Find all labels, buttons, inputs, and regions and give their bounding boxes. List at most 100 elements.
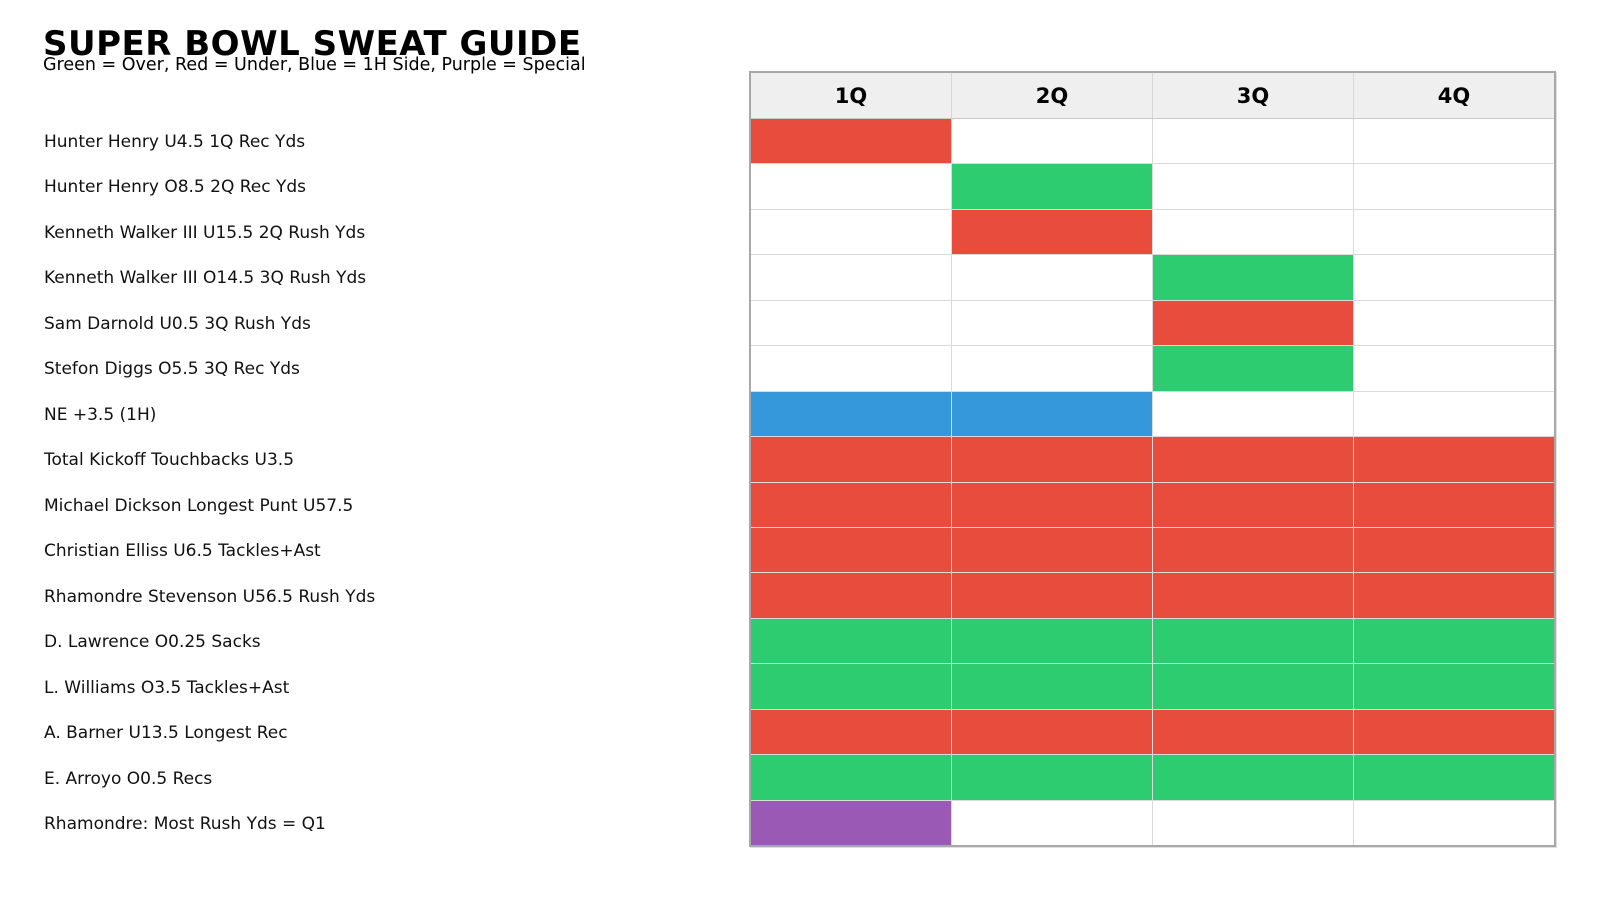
grid-cell-red [1354, 709, 1554, 755]
grid-cell-none [751, 164, 952, 209]
grid-cell-green [952, 755, 1153, 800]
grid-cell-green [1354, 664, 1554, 709]
row-label: Total Kickoff Touchbacks U3.5 [44, 450, 295, 471]
grid-cell-none [1153, 391, 1354, 437]
grid-cell-green [1153, 255, 1354, 300]
grid-row [751, 209, 1554, 256]
row-label: Kenneth Walker III O14.5 3Q Rush Yds [44, 268, 367, 289]
grid-row [751, 618, 1554, 665]
grid-cell-none [1153, 209, 1354, 255]
grid-cell-red [1354, 437, 1554, 482]
row-label: Michael Dickson Longest Punt U57.5 [44, 495, 354, 516]
column-header-2q: 2Q [952, 73, 1153, 118]
grid-row [751, 573, 1554, 619]
grid-cell-green [1354, 618, 1554, 664]
grid-cell-red [751, 119, 952, 164]
row-label: A. Barner U13.5 Longest Rec [44, 723, 288, 744]
row-label: NE +3.5 (1H) [44, 404, 157, 425]
grid-cell-red [952, 709, 1153, 755]
grid-cell-none [1354, 300, 1554, 346]
grid-cell-green [952, 164, 1153, 209]
grid-cell-none [952, 346, 1153, 391]
quarters-grid: 1Q 2Q 3Q 4Q [749, 71, 1556, 847]
grid-cell-none [751, 209, 952, 255]
grid-cell-none [1153, 164, 1354, 209]
grid-cell-none [952, 800, 1153, 845]
grid-cell-red [952, 527, 1153, 573]
grid-cell-green [952, 664, 1153, 709]
grid-row [751, 300, 1554, 347]
grid-header-row: 1Q 2Q 3Q 4Q [751, 73, 1554, 119]
grid-cell-none [1354, 209, 1554, 255]
grid-cell-red [952, 482, 1153, 527]
grid-cell-red [1153, 573, 1354, 618]
grid-cell-none [1354, 119, 1554, 164]
row-label: Sam Darnold U0.5 3Q Rush Yds [44, 313, 311, 334]
grid-cell-green [751, 618, 952, 664]
grid-cell-blue [952, 391, 1153, 437]
grid-row [751, 664, 1554, 710]
grid-cell-none [751, 300, 952, 346]
grid-cell-none [751, 255, 952, 300]
grid-cell-red [1354, 573, 1554, 618]
grid-cell-none [1153, 800, 1354, 845]
grid-cell-blue [751, 391, 952, 437]
column-header-4q: 4Q [1437, 83, 1471, 108]
grid-row [751, 255, 1554, 301]
row-label: Rhamondre: Most Rush Yds = Q1 [44, 814, 326, 835]
grid-row [751, 391, 1554, 438]
legend-subtitle: Green = Over, Red = Under, Blue = 1H Sid… [43, 55, 586, 75]
grid-cell-none [1354, 346, 1554, 391]
grid-row [751, 527, 1554, 574]
grid-cell-green [1153, 755, 1354, 800]
grid-body [751, 119, 1554, 845]
row-label: L. Williams O3.5 Tackles+Ast [44, 677, 290, 698]
grid-cell-red [952, 437, 1153, 482]
grid-cell-red [751, 573, 952, 618]
grid-cell-green [751, 755, 952, 800]
grid-cell-red [1354, 527, 1554, 573]
page-title: SUPER BOWL SWEAT GUIDE [43, 24, 582, 64]
grid-cell-none [751, 346, 952, 391]
row-label: Hunter Henry U4.5 1Q Rec Yds [44, 131, 306, 152]
grid-cell-none [952, 300, 1153, 346]
grid-cell-red [751, 709, 952, 755]
row-label: Hunter Henry O8.5 2Q Rec Yds [44, 177, 307, 198]
row-labels-column: Hunter Henry U4.5 1Q Rec Yds Hunter Henry… [44, 119, 684, 847]
grid-cell-red [1153, 300, 1354, 346]
grid-cell-none [952, 255, 1153, 300]
grid-row [751, 346, 1554, 392]
grid-cell-green [751, 664, 952, 709]
grid-cell-red [751, 527, 952, 573]
row-label: D. Lawrence O0.25 Sacks [44, 632, 261, 653]
grid-cell-none [1354, 800, 1554, 845]
grid-cell-none [952, 119, 1153, 164]
grid-cell-green [1153, 618, 1354, 664]
grid-cell-none [1153, 119, 1354, 164]
grid-cell-green [1354, 755, 1554, 800]
grid-cell-red [1354, 482, 1554, 527]
grid-row [751, 755, 1554, 801]
grid-cell-green [1153, 664, 1354, 709]
row-label: Stefon Diggs O5.5 3Q Rec Yds [44, 359, 300, 380]
grid-cell-red [1153, 437, 1354, 482]
row-label: Kenneth Walker III U15.5 2Q Rush Yds [44, 222, 366, 243]
row-label: Christian Elliss U6.5 Tackles+Ast [44, 541, 321, 562]
grid-cell-red [751, 437, 952, 482]
grid-row [751, 164, 1554, 210]
column-header-1q: 1Q [751, 73, 952, 118]
grid-row [751, 800, 1554, 845]
grid-cell-red [1153, 482, 1354, 527]
grid-cell-green [1153, 346, 1354, 391]
row-label: E. Arroyo O0.5 Recs [44, 768, 213, 789]
grid-cell-purple [751, 800, 952, 845]
row-label: Rhamondre Stevenson U56.5 Rush Yds [44, 586, 376, 607]
column-header-3q: 3Q [1153, 73, 1354, 118]
grid-cell-none [1354, 164, 1554, 209]
grid-cell-red [1153, 709, 1354, 755]
grid-cell-red [952, 573, 1153, 618]
grid-cell-red [1153, 527, 1354, 573]
grid-row [751, 709, 1554, 756]
grid-row [751, 119, 1554, 165]
